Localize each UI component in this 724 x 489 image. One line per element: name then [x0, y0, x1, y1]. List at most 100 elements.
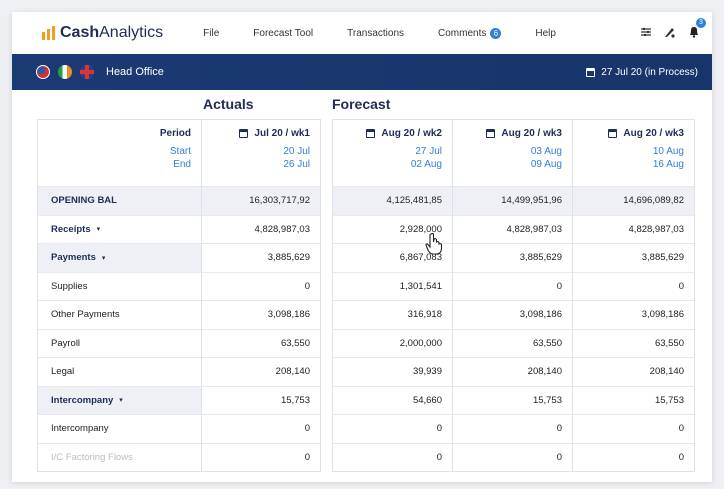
row-label-receipts[interactable]: Receipts ▾: [38, 214, 201, 244]
table-cell[interactable]: 63,550: [453, 328, 572, 358]
row-label-text: Payroll: [51, 337, 81, 349]
table-cell[interactable]: 3,885,629: [202, 243, 320, 272]
table-cell[interactable]: 39,939: [333, 357, 452, 386]
table-cell[interactable]: 15,753: [453, 385, 572, 415]
chevron-down-icon[interactable]: ▾: [119, 397, 123, 405]
table-cell[interactable]: 208,140: [453, 357, 572, 386]
forecast-status-date: 27 Jul 20 (in Process): [601, 66, 698, 78]
table-cell[interactable]: 0: [453, 442, 572, 472]
chevron-down-icon[interactable]: ▾: [96, 226, 101, 234]
ireland-flag-icon[interactable]: [58, 65, 72, 79]
calendar-icon: [239, 129, 249, 138]
row-label-text: Intercompany: [51, 423, 109, 435]
table-cell[interactable]: 15,753: [573, 385, 694, 415]
column-start-date: 03 Aug: [530, 146, 562, 157]
column-title: Aug 20 / wk3: [573, 128, 684, 139]
uk-flag-icon[interactable]: [80, 65, 94, 79]
table-cell[interactable]: 208,140: [573, 357, 694, 386]
table-cell[interactable]: 2,928,000: [333, 214, 452, 244]
table-cell[interactable]: 0: [453, 271, 572, 301]
column-title: Jul 20 / wk1: [202, 128, 310, 139]
table-cell[interactable]: 0: [202, 442, 320, 472]
table-cell[interactable]: 4,828,987,03: [573, 214, 694, 244]
menu-comments[interactable]: Comments 6: [438, 27, 502, 39]
table-cell[interactable]: 3,885,629: [573, 243, 694, 272]
table-cell[interactable]: 3,885,629: [453, 243, 572, 272]
row-label-text: Legal: [51, 366, 75, 378]
table-cell[interactable]: 0: [333, 442, 452, 472]
user-settings-icon[interactable]: [664, 26, 676, 41]
table-cell[interactable]: 63,550: [573, 328, 694, 358]
table-cell[interactable]: 63,550: [202, 328, 320, 358]
table-cell[interactable]: 1,301,541: [333, 271, 452, 301]
top-navigation: Cash Analytics File Forecast Tool Transac…: [12, 12, 712, 54]
chevron-down-icon[interactable]: ▾: [101, 254, 106, 262]
filter-sliders-icon[interactable]: [640, 26, 652, 41]
column-end-date: 26 Jul: [283, 159, 310, 170]
table-cell[interactable]: 0: [573, 414, 694, 443]
table-cell[interactable]: 0: [333, 414, 452, 443]
notification-bell-icon[interactable]: 3: [688, 18, 706, 41]
table-cell[interactable]: 4,828,987,03: [453, 214, 572, 244]
office-name[interactable]: Head Office: [106, 66, 164, 78]
table-cell[interactable]: 4,125,481,85: [333, 186, 452, 215]
column-title: Aug 20 / wk3: [453, 128, 562, 139]
row-label-payments[interactable]: Payments ▾: [38, 243, 201, 272]
column-header: Aug 20 / wk3 03 Aug 09 Aug: [453, 120, 572, 186]
row-label-text: I/C Factoring Flows: [51, 451, 133, 463]
forecast-column-wk3b: Aug 20 / wk3 10 Aug 16 Aug 14,696,089,82…: [572, 119, 695, 472]
menu-forecast-tool[interactable]: Forecast Tool: [253, 27, 314, 39]
nav-icons: 3: [640, 18, 706, 41]
column-title: Aug 20 / wk2: [333, 128, 442, 139]
period-start-label: Start: [169, 146, 191, 157]
menu-comments-label: Comments: [438, 27, 487, 39]
column-start-date: 10 Aug: [652, 146, 684, 157]
table-cell[interactable]: 15,753: [202, 385, 320, 415]
row-label-ic-factoring: I/C Factoring Flows: [38, 442, 201, 472]
table-cell[interactable]: 3,098,186: [202, 300, 320, 329]
forecast-title: Forecast: [332, 96, 391, 112]
column-start-date: 20 Jul: [283, 146, 310, 157]
row-label-legal: Legal: [38, 357, 201, 386]
table-cell[interactable]: 14,696,089,82: [573, 186, 694, 215]
table-cell[interactable]: 0: [573, 442, 694, 472]
table-cell[interactable]: 2,000,000: [333, 328, 452, 358]
row-label-text: Supplies: [51, 280, 88, 292]
row-label-opening-bal: OPENING BAL: [38, 186, 201, 215]
us-flag-icon[interactable]: [36, 65, 50, 79]
row-label-other-payments: Other Payments: [38, 300, 201, 329]
forecast-column-wk2: Aug 20 / wk2 27 Jul 02 Aug 4,125,481,85 …: [332, 119, 453, 472]
table-cell[interactable]: 0: [202, 271, 320, 301]
table-cell[interactable]: 14,499,951,96: [453, 186, 572, 215]
row-label-text: Payments: [51, 252, 96, 264]
table-cell[interactable]: 0: [453, 414, 572, 443]
menu-help[interactable]: Help: [535, 27, 556, 39]
column-title-text: Aug 20 / wk2: [381, 128, 442, 139]
table-cell[interactable]: 4,828,987,03: [202, 214, 320, 244]
column-header: Jul 20 / wk1 20 Jul 26 Jul: [202, 120, 320, 186]
column-end-date: 09 Aug: [530, 159, 562, 170]
table-cell[interactable]: 3,098,186: [453, 300, 572, 329]
forecast-column-wk3: Aug 20 / wk3 03 Aug 09 Aug 14,499,951,96…: [452, 119, 573, 472]
logo[interactable]: Cash Analytics: [42, 24, 163, 42]
column-header: Aug 20 / wk3 10 Aug 16 Aug: [573, 120, 694, 186]
table-cell[interactable]: 0: [202, 414, 320, 443]
table-cell[interactable]: 316,918: [333, 300, 452, 329]
column-title-text: Jul 20 / wk1: [254, 128, 310, 139]
row-label-intercompany-group[interactable]: Intercompany ▾: [38, 385, 201, 414]
forecast-status[interactable]: 27 Jul 20 (in Process): [586, 67, 698, 78]
logo-text-rest: Analytics: [99, 24, 164, 41]
row-label-text: Receipts: [51, 223, 91, 235]
main-menu: File Forecast Tool Transactions Comments…: [203, 27, 590, 39]
actuals-column-wk1: Jul 20 / wk1 20 Jul 26 Jul 16,303,717,92…: [201, 119, 321, 472]
menu-transactions[interactable]: Transactions: [347, 27, 404, 39]
table-cell[interactable]: 208,140: [202, 357, 320, 386]
table-cell[interactable]: 0: [573, 271, 694, 301]
table-cell[interactable]: 54,660: [333, 385, 452, 415]
table-cell[interactable]: 6,867,083: [333, 243, 452, 272]
menu-file[interactable]: File: [203, 27, 220, 39]
column-end-date: 02 Aug: [410, 159, 442, 170]
table-cell[interactable]: 3,098,186: [573, 300, 694, 329]
table-cell[interactable]: 16,303,717,92: [202, 186, 320, 215]
logo-text-bold: Cash: [60, 24, 100, 41]
